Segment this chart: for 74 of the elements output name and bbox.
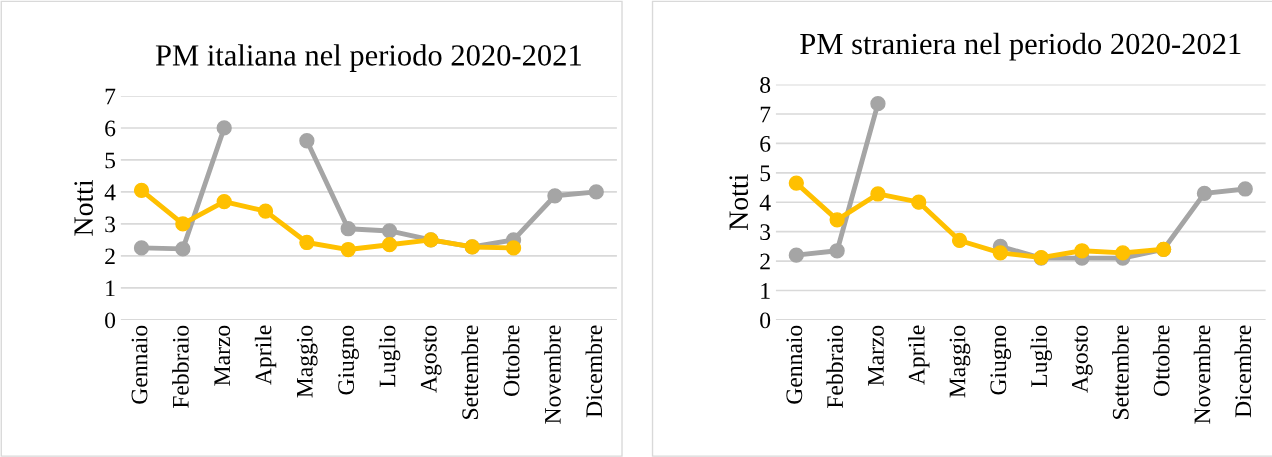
x-tick-label: Febbraio xyxy=(172,325,189,409)
point xyxy=(547,188,563,204)
x-tick-label: Aprile xyxy=(254,325,277,385)
y-tick-label: 1 xyxy=(106,280,115,297)
y-tick-label: 6 xyxy=(760,135,771,152)
x-tick-label: Giugno xyxy=(338,325,359,395)
y-tick-label: 4 xyxy=(759,194,771,211)
y-tick-label: 2 xyxy=(105,248,115,265)
point xyxy=(175,241,191,257)
point xyxy=(870,96,886,112)
y-tick-label: 7 xyxy=(760,106,771,123)
point xyxy=(911,194,927,210)
point xyxy=(381,237,398,253)
point xyxy=(340,221,356,237)
x-tick-label: Ottobre xyxy=(502,325,520,396)
y-tick-label: 3 xyxy=(105,216,116,233)
chart-title: PM straniera nel periodo 2020-2021 xyxy=(800,32,1241,61)
point xyxy=(951,232,968,249)
point xyxy=(829,212,845,228)
x-tick-label: Novembre xyxy=(544,325,561,424)
point xyxy=(788,247,804,263)
point xyxy=(505,240,522,256)
point xyxy=(992,245,1009,261)
y-tick-label: 3 xyxy=(760,224,771,241)
x-tick-label: Marzo xyxy=(868,325,884,386)
point xyxy=(299,133,315,149)
y-tick-label: 5 xyxy=(760,165,771,182)
x-tick-label: Novembre xyxy=(1193,325,1211,424)
point xyxy=(133,240,150,256)
point xyxy=(870,186,886,202)
x-tick-label: Dicembre xyxy=(1234,325,1252,418)
x-tick-label: Maggio xyxy=(296,325,318,398)
point xyxy=(1115,245,1131,261)
chart-title: PM italiana nel periodo 2020-2021 xyxy=(155,44,581,72)
x-tick-label: Marzo xyxy=(214,325,231,386)
y-tick-label: 6 xyxy=(105,120,116,137)
x-tick-label: Giugno xyxy=(990,325,1012,395)
y-tick-label: 1 xyxy=(761,283,770,299)
y-tick-label: 4 xyxy=(104,184,116,201)
x-tick-label: Gennaio xyxy=(131,325,148,404)
x-tick-label: Luglio xyxy=(378,325,401,388)
point xyxy=(588,184,604,200)
point xyxy=(381,223,398,239)
x-tick-label: Maggio xyxy=(949,325,971,398)
x-tick-label: Dicembre xyxy=(585,325,603,418)
x-tick-label: Febbraio xyxy=(826,325,844,409)
y-tick-label: 5 xyxy=(105,152,116,169)
x-tick-label: Ottobre xyxy=(1152,325,1170,396)
x-tick-label: Settembre xyxy=(1112,325,1129,419)
point xyxy=(257,203,274,219)
point xyxy=(216,120,232,136)
x-tick-label: Luglio xyxy=(1030,325,1052,388)
y-tick-label: 2 xyxy=(760,253,770,270)
x-tick-label: Agosto xyxy=(1072,325,1093,393)
point xyxy=(216,193,232,210)
x-tick-label: Aprile xyxy=(908,325,930,385)
y-axis-title: Notti xyxy=(729,174,749,230)
y-tick-label: 0 xyxy=(760,312,771,329)
y-tick-label: 7 xyxy=(105,88,116,105)
y-axis-title: Notti xyxy=(74,179,93,236)
point xyxy=(340,241,356,258)
point xyxy=(175,216,191,232)
point xyxy=(788,175,804,191)
y-tick-label: 8 xyxy=(760,77,771,93)
point xyxy=(299,234,315,251)
point xyxy=(133,182,150,198)
x-tick-label: Agosto xyxy=(420,325,442,393)
x-tick-label: Settembre xyxy=(461,325,479,419)
x-tick-label: Gennaio xyxy=(786,325,803,404)
point xyxy=(1074,243,1090,259)
point xyxy=(1196,185,1213,202)
point xyxy=(1237,181,1253,197)
y-tick-label: 0 xyxy=(105,312,116,329)
point xyxy=(829,243,845,259)
